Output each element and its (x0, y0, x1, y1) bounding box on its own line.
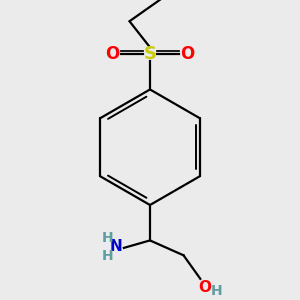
Text: H: H (211, 284, 222, 298)
Text: H: H (102, 231, 114, 245)
Text: H: H (102, 249, 114, 263)
Text: S: S (143, 45, 157, 63)
Text: O: O (199, 280, 212, 295)
Text: N: N (110, 239, 123, 254)
Text: O: O (106, 45, 120, 63)
Text: O: O (180, 45, 194, 63)
